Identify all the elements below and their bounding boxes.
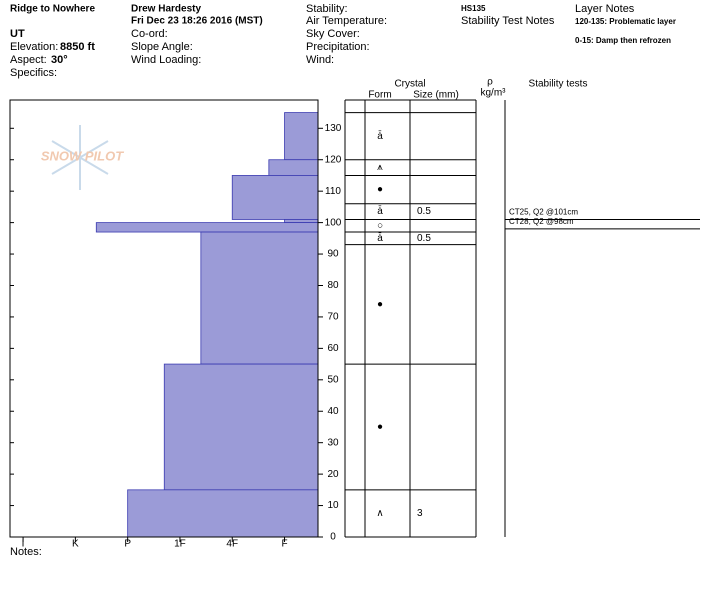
grain-form: ǡ xyxy=(377,205,383,217)
y-tick-label: 80 xyxy=(327,280,339,291)
aspect: 30° xyxy=(51,54,68,66)
hardness-bar xyxy=(200,231,319,365)
notes: Notes: xyxy=(10,546,42,558)
wind-loading: Wind Loading: xyxy=(131,54,201,66)
stability: Stability: xyxy=(306,3,348,15)
grain-size: 3 xyxy=(417,508,423,519)
grain-form: ǡ xyxy=(377,232,383,244)
stability-test-notes: Stability Test Notes xyxy=(461,15,555,27)
y-tick-label: 50 xyxy=(327,374,339,385)
column-header: kg/m³ xyxy=(481,88,507,99)
y-tick-label: 130 xyxy=(325,123,342,134)
observer: Drew Hardesty xyxy=(131,4,201,15)
y-tick-label: 10 xyxy=(327,500,339,511)
test-label: CT28, Q2 @98cm xyxy=(509,217,574,226)
logo xyxy=(51,125,109,190)
column-header: Size (mm) xyxy=(413,90,459,101)
column-header: Crystal xyxy=(394,79,425,90)
x-tick-label: 4F xyxy=(226,539,238,550)
hs: HS135 xyxy=(461,4,486,13)
grain-size: 0.5 xyxy=(417,233,431,244)
layer-notes: Layer Notes xyxy=(575,3,635,15)
coord: Co-ord: xyxy=(131,28,168,40)
y-tick-label: 70 xyxy=(327,312,339,323)
y-tick-label: 100 xyxy=(325,217,342,228)
grain-form: ⩚ xyxy=(377,162,383,173)
state: UT xyxy=(10,28,25,40)
y-tick-label: 0 xyxy=(330,532,336,543)
aspect-label: Aspect: xyxy=(10,54,47,66)
column-header: Stability tests xyxy=(529,79,588,90)
y-tick-label: 90 xyxy=(327,249,339,260)
x-tick-label: P xyxy=(124,539,131,550)
column-header: ρ xyxy=(487,77,493,88)
hardness-bar xyxy=(127,489,319,538)
x-tick-label: K xyxy=(72,539,79,550)
precipitation: Precipitation: xyxy=(306,41,370,53)
grain-form: ∧ xyxy=(376,508,383,519)
y-tick-label: 120 xyxy=(325,154,342,165)
grain-form: ● xyxy=(377,299,383,310)
specifics: Specifics: xyxy=(10,67,57,79)
y-tick-label: 40 xyxy=(327,406,339,417)
hardness-bar xyxy=(163,363,319,491)
hardness-bar xyxy=(268,159,319,176)
test-label: CT25, Q2 @101cm xyxy=(509,208,578,217)
x-tick-label: 1F xyxy=(174,539,186,550)
plot-frame xyxy=(9,99,319,538)
y-tick-label: 60 xyxy=(327,343,339,354)
hardness-bar xyxy=(95,222,319,233)
wind: Wind: xyxy=(306,54,334,66)
x-tick-label: I xyxy=(22,539,25,550)
slope-angle: Slope Angle: xyxy=(131,41,193,53)
air-temperature: Air Temperature: xyxy=(306,15,387,27)
elevation: 8850 ft xyxy=(60,41,95,53)
x-tick-label: F xyxy=(281,539,287,550)
grain-form: ǡ xyxy=(377,130,383,142)
grain-form: ● xyxy=(377,184,383,195)
hardness-bar xyxy=(284,219,319,224)
hardness-bar xyxy=(231,175,319,220)
location: Ridge to Nowhere xyxy=(10,4,95,15)
hardness-bar xyxy=(284,112,319,161)
layer-note: 0-15: Damp then refrozen xyxy=(575,36,671,45)
logo-text: SNOW PILOT xyxy=(41,148,124,163)
date: Fri Dec 23 18:26 2016 (MST) xyxy=(131,16,263,27)
y-tick-label: 110 xyxy=(325,186,341,197)
elevation-label: Elevation: xyxy=(10,41,58,53)
column-header: Form xyxy=(368,90,391,101)
grain-size: 0.5 xyxy=(417,206,431,217)
y-tick-label: 20 xyxy=(327,469,339,480)
layer-note: 120-135: Problematic layer xyxy=(575,17,676,26)
grain-form: ○ xyxy=(377,220,383,231)
sky-cover: Sky Cover: xyxy=(306,28,360,40)
y-tick-label: 30 xyxy=(327,437,339,448)
grain-form: ● xyxy=(377,422,383,433)
